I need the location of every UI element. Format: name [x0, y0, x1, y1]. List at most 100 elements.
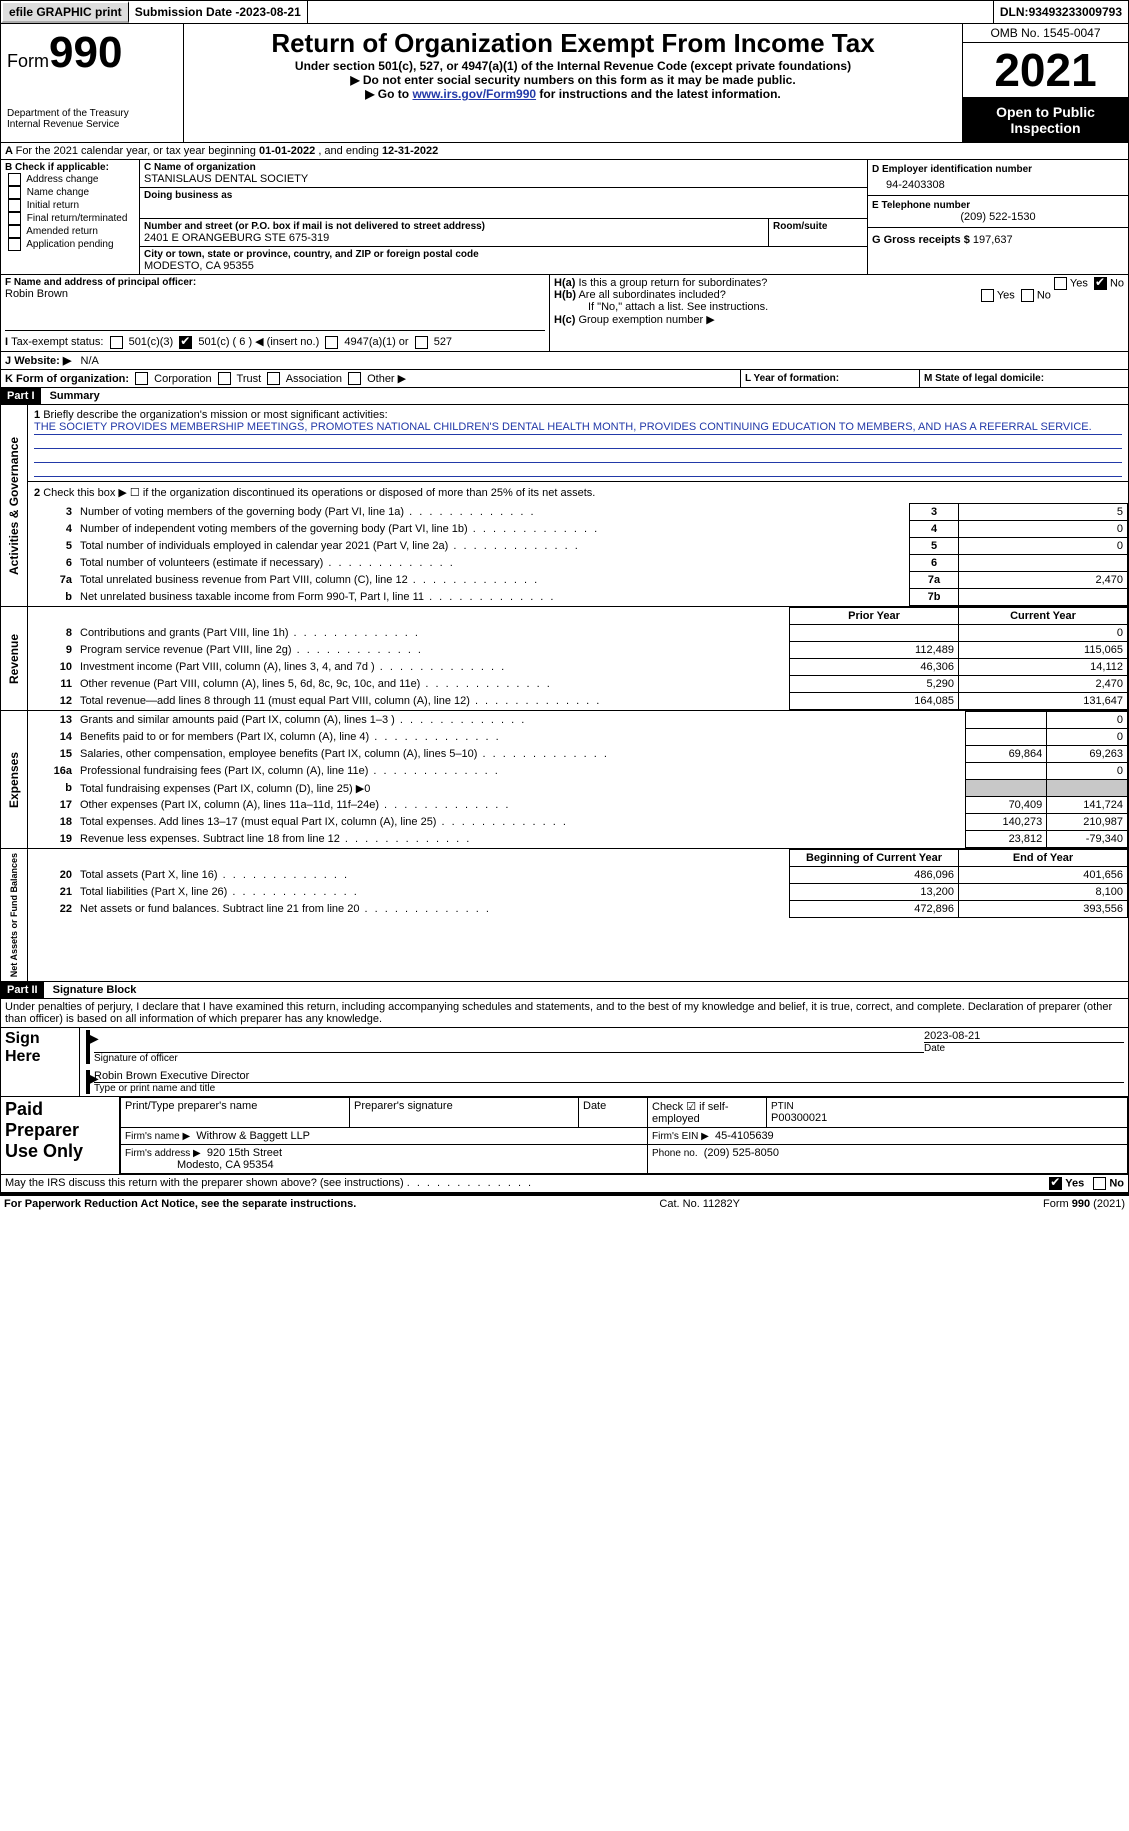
- a-mid: , and ending: [318, 145, 382, 157]
- sig-officer-label: Signature of officer: [94, 1052, 924, 1064]
- ha-no-check[interactable]: [1094, 277, 1107, 290]
- website-value: N/A: [81, 355, 99, 367]
- firm-ein-label: Firm's EIN ▶: [652, 1131, 709, 1142]
- irs-no-check[interactable]: [1093, 1177, 1106, 1190]
- org-name: STANISLAUS DENTAL SOCIETY: [144, 173, 863, 185]
- firm-name: Withrow & Baggett LLP: [196, 1130, 310, 1142]
- irs-label: Internal Revenue Service: [7, 119, 177, 130]
- sign-block: Sign Here Signature of officer 2023-08-2…: [0, 1028, 1129, 1097]
- l-label: L Year of formation:: [745, 373, 839, 384]
- i-opt-check[interactable]: [325, 336, 338, 349]
- m-label: M State of legal domicile:: [924, 373, 1044, 384]
- part2-title: Signature Block: [47, 982, 143, 998]
- form-word: Form: [7, 51, 49, 71]
- city-label: City or town, state or province, country…: [144, 249, 863, 260]
- vlabel-exp: Expenses: [1, 711, 28, 848]
- a-text: For the 2021 calendar year, or tax year …: [16, 145, 259, 157]
- goto-pre: Go to: [378, 87, 413, 101]
- street-label: Number and street (or P.O. box if mail i…: [144, 221, 764, 232]
- ptin-value: P00300021: [771, 1112, 827, 1124]
- footer-mid: Cat. No. 11282Y: [659, 1198, 740, 1210]
- revenue-section: Revenue Prior Year Current Year8 Contrib…: [0, 607, 1129, 711]
- dba-label: Doing business as: [144, 190, 863, 201]
- sig-name-label: Type or print name and title: [94, 1082, 1124, 1094]
- ptin-label: PTIN: [771, 1101, 794, 1112]
- penalty-text: Under penalties of perjury, I declare th…: [0, 999, 1129, 1028]
- part2-bar: Part II: [1, 982, 44, 998]
- g-label: G Gross receipts $: [872, 234, 970, 246]
- hc-text: Group exemption number ▶: [578, 314, 714, 326]
- sig-date-label: Date: [924, 1042, 1124, 1054]
- form-number: 990: [49, 28, 122, 77]
- firm-phone-label: Phone no.: [652, 1148, 698, 1159]
- b-opt-check[interactable]: [8, 186, 21, 199]
- gross-receipts: 197,637: [973, 234, 1013, 246]
- street-value: 2401 E ORANGEBURG STE 675-319: [144, 232, 764, 244]
- k-opt-check[interactable]: [348, 372, 361, 385]
- irs-link[interactable]: www.irs.gov/Form990: [412, 87, 536, 101]
- hb-yes-check[interactable]: [981, 289, 994, 302]
- omb-number: OMB No. 1545-0047: [963, 24, 1128, 43]
- b-opt-check[interactable]: [8, 212, 21, 225]
- firm-addr1: 920 15th Street: [207, 1147, 282, 1159]
- efile-print-button[interactable]: efile GRAPHIC print: [1, 1, 129, 23]
- irs-discuss-q: May the IRS discuss this return with the…: [5, 1177, 404, 1189]
- b-opt-check[interactable]: [8, 238, 21, 251]
- officer-name: Robin Brown: [5, 288, 545, 300]
- ha-text: Is this a group return for subordinates?: [578, 277, 767, 289]
- firm-addr-label: Firm's address ▶: [125, 1148, 201, 1159]
- i-opt-check[interactable]: [415, 336, 428, 349]
- sign-here-label: Sign Here: [1, 1028, 80, 1096]
- i-opt-check[interactable]: [110, 336, 123, 349]
- mission-text: THE SOCIETY PROVIDES MEMBERSHIP MEETINGS…: [34, 421, 1122, 435]
- submission-date-label: Submission Date -: [135, 5, 240, 19]
- pp-check: Check ☑ if self-employed: [648, 1098, 767, 1128]
- yes-label: Yes: [997, 289, 1015, 301]
- activities-governance: Activities & Governance 1 Briefly descri…: [0, 405, 1129, 607]
- entity-block: B Check if applicable: Address change Na…: [0, 160, 1129, 275]
- footer-right: Form 990 (2021): [1043, 1198, 1125, 1210]
- yes-label: Yes: [1065, 1178, 1084, 1190]
- hb-no-check[interactable]: [1021, 289, 1034, 302]
- vlabel-rev: Revenue: [1, 607, 28, 710]
- f-h-block: F Name and address of principal officer:…: [0, 275, 1129, 352]
- pp-h1: Preparer's signature: [350, 1098, 579, 1128]
- b-label: B Check if applicable:: [5, 162, 135, 173]
- expenses-section: Expenses 13 Grants and similar amounts p…: [0, 711, 1129, 849]
- c-name-label: C Name of organization: [144, 162, 863, 173]
- no-label: No: [1110, 277, 1124, 289]
- pp-h2: Date: [579, 1098, 648, 1128]
- no-label: No: [1037, 289, 1051, 301]
- k-opt-check[interactable]: [135, 372, 148, 385]
- ha-yes-check[interactable]: [1054, 277, 1067, 290]
- b-opt-check[interactable]: [8, 199, 21, 212]
- dept-treasury: Department of the Treasury: [7, 108, 177, 119]
- k-opt-check[interactable]: [267, 372, 280, 385]
- firm-name-label: Firm's name ▶: [125, 1131, 190, 1142]
- klm-row: K Form of organization: Corporation Trus…: [0, 370, 1129, 389]
- line-a: A For the 2021 calendar year, or tax yea…: [0, 143, 1129, 160]
- goto-post: for instructions and the latest informat…: [539, 87, 780, 101]
- a-date2: 12-31-2022: [382, 145, 438, 157]
- no-label: No: [1109, 1178, 1124, 1190]
- s2-text: Check this box ▶ ☐ if the organization d…: [43, 487, 595, 499]
- city-value: MODESTO, CA 95355: [144, 260, 863, 272]
- firm-addr2: Modesto, CA 95354: [177, 1159, 274, 1171]
- sig-name: Robin Brown Executive Director: [94, 1070, 1124, 1082]
- firm-phone: (209) 525-8050: [704, 1147, 779, 1159]
- netassets-section: Net Assets or Fund Balances Beginning of…: [0, 849, 1129, 982]
- j-label: Website: ▶: [14, 355, 71, 367]
- k-opt-check[interactable]: [218, 372, 231, 385]
- subtitle-2: Do not enter social security numbers on …: [190, 73, 956, 87]
- dln-value: 93493233009793: [1029, 5, 1122, 19]
- form-header: Form990 Department of the Treasury Inter…: [0, 24, 1129, 143]
- b-opt-check[interactable]: [8, 173, 21, 186]
- part1-title: Summary: [44, 388, 106, 404]
- h-note: If "No," attach a list. See instructions…: [554, 301, 1124, 313]
- i-opt-check[interactable]: [179, 336, 192, 349]
- irs-yes-check[interactable]: [1049, 1177, 1062, 1190]
- subtitle-1: Under section 501(c), 527, or 4947(a)(1)…: [190, 59, 956, 73]
- sig-date: 2023-08-21: [924, 1030, 1124, 1042]
- s1-label: Briefly describe the organization's miss…: [43, 409, 387, 421]
- b-opt-check[interactable]: [8, 225, 21, 238]
